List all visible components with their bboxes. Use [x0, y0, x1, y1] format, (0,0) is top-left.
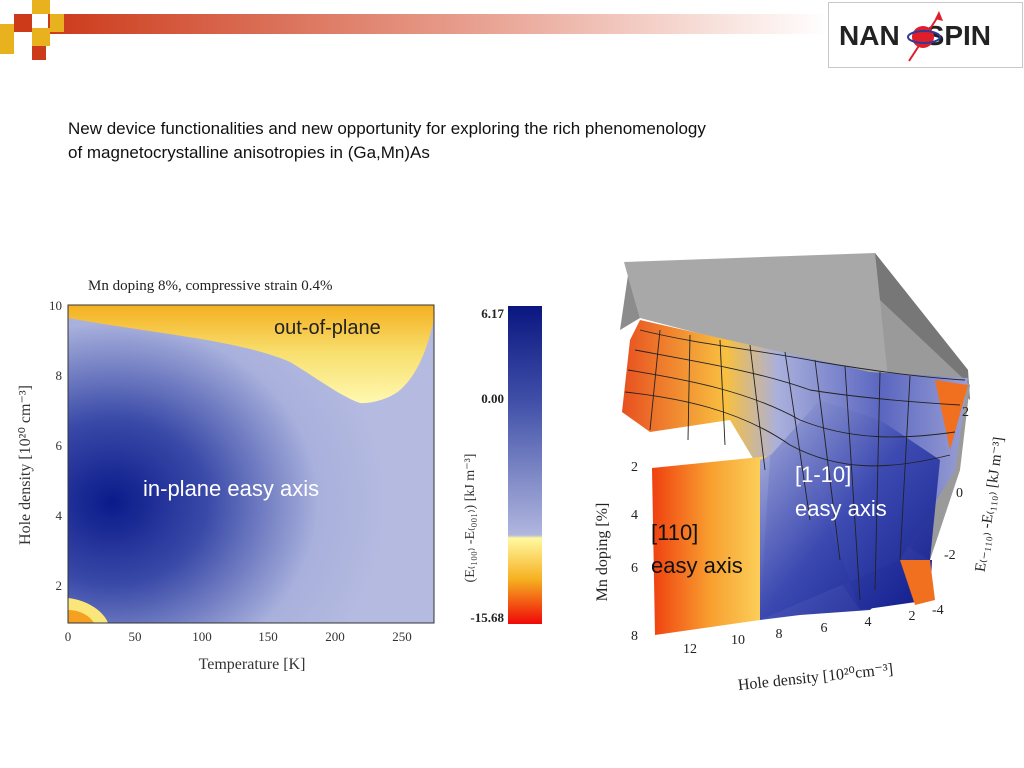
xtick-label: 250	[392, 629, 412, 644]
surface-blue-fill	[760, 400, 940, 620]
subtitle-line-1: New device functionalities and new oppor…	[68, 119, 706, 138]
xtick-label: 150	[258, 629, 278, 644]
logo-text: NAN SPIN	[839, 20, 991, 52]
label-1m10-easy: easy axis	[795, 496, 887, 521]
surface-grid	[624, 329, 966, 601]
ytick-label: 8	[631, 629, 638, 644]
corner-region-inner	[68, 610, 94, 623]
box-left-edge	[620, 262, 640, 330]
surface-right-orange	[935, 380, 968, 450]
xtick-label: 12	[683, 642, 697, 657]
colorbar: 6.17 0.00 -15.68 (E₍₁₀₀₎ -E₍₀₀₁₎) [kJ m⁻…	[463, 306, 542, 625]
ztick-label: -4	[932, 603, 944, 618]
colorbar-gradient	[508, 306, 542, 624]
left-yticks: 2 4 6 8 10	[49, 298, 63, 593]
xtick-label: 50	[129, 629, 142, 644]
surface-corner-orange	[900, 560, 935, 605]
left-phase-diagram: Mn doping 8%, compressive strain 0.4% ou…	[17, 278, 435, 673]
right-xaxis-label: Hole density [10²⁰cm⁻³]	[737, 661, 894, 694]
logo-arrow-icon	[907, 11, 943, 62]
ytick-label: 2	[56, 578, 63, 593]
logo-text-right: SPIN	[925, 20, 992, 51]
left-plot-title: Mn doping 8%, compressive strain 0.4%	[88, 278, 333, 294]
ytick-label: 4	[56, 508, 63, 523]
label-110: [110]	[651, 520, 698, 545]
xtick-label: 6	[821, 621, 828, 636]
left-xticks: 0 50 100 150 200 250	[65, 629, 412, 644]
xtick-label: 2	[909, 609, 916, 624]
ytick-label: 6	[56, 438, 63, 453]
right-yticks: 2 4 6 8	[631, 460, 638, 644]
logo-text-left: NAN	[839, 20, 900, 51]
xtick-label: 100	[192, 629, 212, 644]
out-of-plane-region	[68, 305, 434, 404]
ytick-label: 6	[631, 561, 638, 576]
right-zticks: 2 0 -2 -4	[932, 405, 969, 618]
left-xaxis-label: Temperature [K]	[199, 656, 306, 673]
right-yaxis-label: Mn doping [%]	[594, 503, 611, 602]
slide-subtitle: New device functionalities and new oppor…	[68, 117, 948, 165]
colorbar-min: -15.68	[470, 610, 504, 625]
ytick-label: 10	[49, 298, 62, 313]
label-1m10: [1-10]	[795, 462, 851, 487]
header-decoration	[0, 0, 828, 60]
left-plot-frame	[67, 304, 435, 624]
out-of-plane-label: out-of-plane	[274, 317, 381, 339]
left-plot-area	[68, 305, 434, 623]
colorbar-max: 6.17	[481, 306, 504, 321]
in-plane-label: in-plane easy axis	[143, 476, 319, 501]
colorbar-label: (E₍₁₀₀₎ -E₍₀₀₁₎) [kJ m⁻³]	[463, 454, 478, 583]
xtick-label: 4	[865, 615, 872, 630]
right-xticks: 12 10 8 6 4 2	[683, 609, 916, 657]
ztick-label: 0	[956, 486, 963, 501]
right-3d-surface-plot: [1-10] easy axis [110] easy axis 2 4 6 8…	[594, 253, 1007, 694]
subtitle-line-2: of magnetocrystalline anisotropies in (G…	[68, 143, 430, 162]
xtick-label: 10	[731, 633, 745, 648]
right-zaxis-label: E₍₋₁₁₀₎ -E₍₁₁₀₎ [kJ m⁻³]	[973, 436, 1008, 573]
ytick-label: 4	[631, 508, 638, 523]
xtick-label: 200	[325, 629, 345, 644]
nanospin-logo: NAN SPIN	[828, 2, 1023, 68]
xtick-label: 8	[776, 627, 783, 642]
xtick-label: 0	[65, 629, 72, 644]
ytick-label: 8	[56, 368, 63, 383]
left-yaxis-label: Hole density [10²⁰ cm⁻³]	[17, 385, 34, 545]
ztick-label: 2	[962, 405, 969, 420]
label-110-easy: easy axis	[651, 553, 743, 578]
surface-front-110	[652, 456, 770, 635]
ytick-label: 2	[631, 460, 638, 475]
ztick-label: -2	[944, 548, 956, 563]
colorbar-mid: 0.00	[481, 391, 504, 406]
